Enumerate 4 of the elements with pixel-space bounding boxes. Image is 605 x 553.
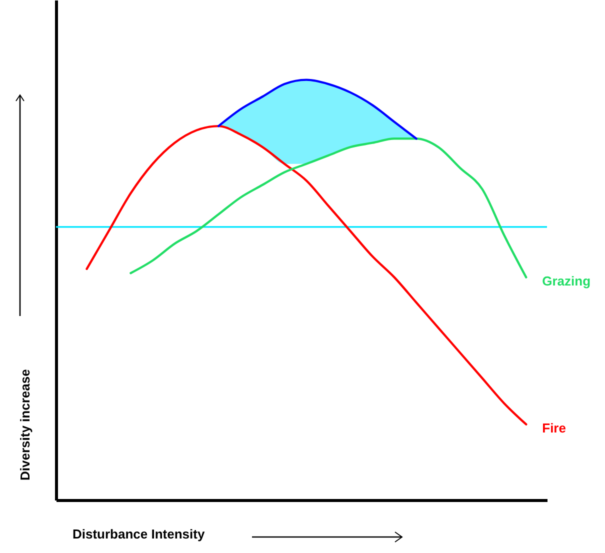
series-label: Fire	[542, 420, 566, 436]
series-label: Grazing	[542, 273, 591, 288]
y-axis-title: Diversity increase	[18, 369, 32, 480]
x-axis-title: Disturbance Intensity	[72, 526, 206, 542]
